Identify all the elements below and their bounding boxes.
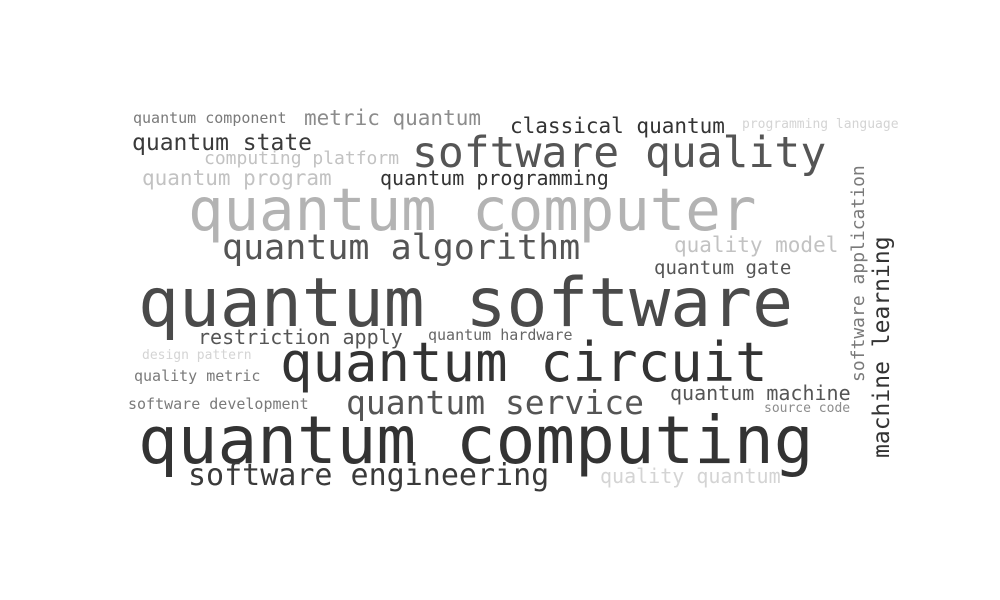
- word-design-pattern: design pattern: [142, 348, 252, 363]
- word-quantum-software: quantum software: [138, 264, 794, 343]
- word-classical-quantum: classical quantum: [510, 114, 725, 138]
- word-quality-model: quality model: [674, 233, 839, 257]
- word-computing-platform: computing platform: [204, 148, 400, 169]
- word-quantum-algorithm: quantum algorithm: [222, 228, 581, 268]
- word-quality-metric: quality metric: [134, 367, 261, 385]
- word-software-engineering: software engineering: [188, 458, 550, 493]
- word-software-quality: software quality: [412, 128, 827, 178]
- word-source-code: source code: [764, 401, 851, 416]
- word-quantum-service: quantum service: [346, 383, 645, 422]
- word-programming-language: programming language: [742, 117, 899, 132]
- word-quantum-computer: quantum computer: [188, 175, 757, 244]
- word-quantum-gate: quantum gate: [654, 257, 792, 279]
- word-machine-learning: machine learning: [869, 236, 895, 458]
- word-quantum-state: quantum state: [132, 130, 313, 156]
- word-quantum-programming: quantum programming: [380, 166, 609, 190]
- word-quantum-machine: quantum machine: [670, 381, 851, 405]
- word-quantum-computing: quantum computing: [138, 402, 814, 479]
- word-restriction-apply: restriction apply: [198, 325, 403, 349]
- word-quantum-program: quantum program: [142, 166, 332, 190]
- word-software-development: software development: [128, 395, 309, 413]
- word-software-application: software application: [848, 165, 869, 382]
- word-quantum-component: quantum component: [133, 109, 287, 127]
- word-metric-quantum: metric quantum: [304, 106, 482, 130]
- word-quality-quantum: quality quantum: [600, 464, 781, 488]
- word-quantum-hardware: quantum hardware: [428, 326, 573, 344]
- word-quantum-circuit: quantum circuit: [280, 331, 768, 394]
